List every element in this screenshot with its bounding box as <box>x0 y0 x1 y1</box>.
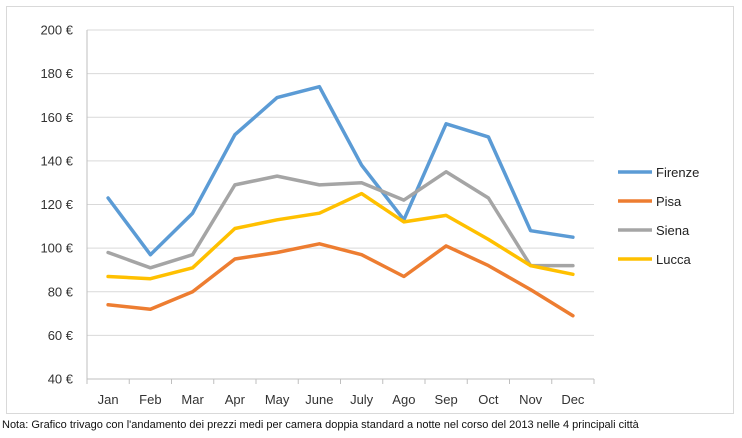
x-tick-label: Dec <box>561 392 585 407</box>
series-line-firenze <box>106 84 575 257</box>
series-lines <box>106 84 575 318</box>
legend-label-pisa: Pisa <box>656 194 682 209</box>
y-tick-label: 140 € <box>40 153 73 168</box>
series-line-lucca <box>106 191 575 281</box>
legend-label-lucca: Lucca <box>656 252 691 267</box>
y-tick-label: 180 € <box>40 66 73 81</box>
x-tick-label: June <box>305 392 333 407</box>
x-tick-label: Feb <box>139 392 161 407</box>
x-tick-label: Jan <box>98 392 119 407</box>
x-tick-label: Sep <box>435 392 458 407</box>
legend: Firenze Pisa Siena Lucca <box>618 165 699 267</box>
y-tick-labels: 40 € 60 € 80 € 100 € 120 € 140 € 160 € 180 € 200… <box>40 23 73 387</box>
x-tick-label: July <box>350 392 374 407</box>
x-tick-label: Mar <box>181 392 204 407</box>
legend-label-siena: Siena <box>656 223 690 238</box>
y-tick-label: 60 € <box>48 328 74 343</box>
y-tick-label: 80 € <box>48 284 74 299</box>
grid-lines <box>87 29 594 336</box>
y-tick-label: 40 € <box>48 372 74 387</box>
y-tick-label: 100 € <box>40 241 73 256</box>
y-tick-label: 160 € <box>40 110 73 125</box>
y-tick-label: 120 € <box>40 197 73 212</box>
chart-note: Nota: Grafico trivago con l'andamento de… <box>2 419 639 431</box>
x-tick-label: Oct <box>478 392 499 407</box>
x-tick-label: Nov <box>519 392 543 407</box>
series-line-siena <box>106 170 575 270</box>
y-tick-label: 200 € <box>40 23 73 38</box>
x-tick-label: Ago <box>392 392 415 407</box>
series-line-pisa <box>106 242 575 318</box>
legend-label-firenze: Firenze <box>656 165 699 180</box>
x-tick-labels: Jan Feb Mar Apr May June July Ago Sep Oct Nov Dec <box>98 392 585 407</box>
x-tick-label: May <box>265 392 290 407</box>
axes <box>86 30 595 384</box>
x-tick-label: Apr <box>225 392 246 407</box>
